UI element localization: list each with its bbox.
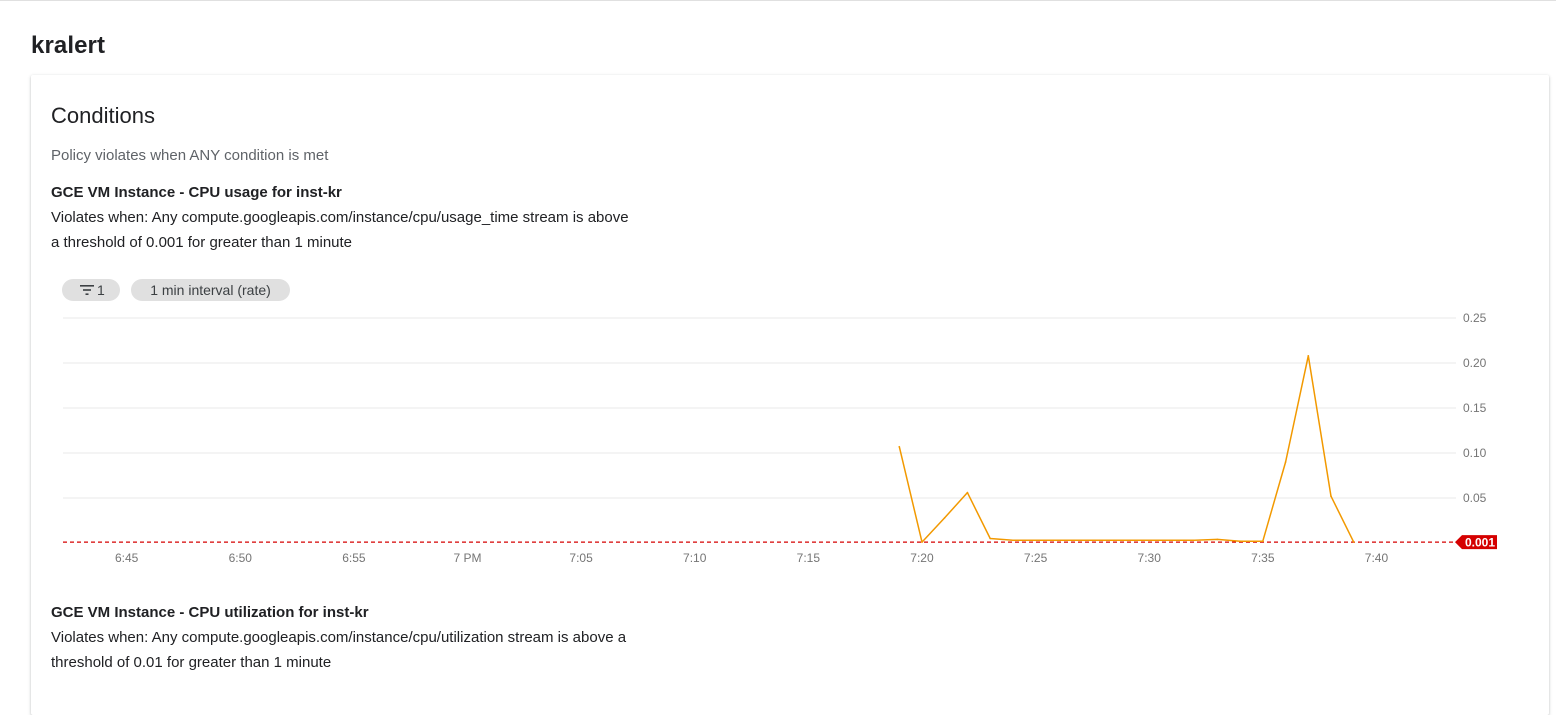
data-point: [921, 541, 923, 543]
data-point: [1284, 461, 1287, 463]
interval-chip[interactable]: 1 min interval (rate): [131, 279, 290, 301]
data-point: [966, 491, 969, 494]
data-point: [1239, 540, 1241, 542]
data-point: [1125, 539, 1128, 542]
x-tick-label: 7:05: [569, 551, 593, 565]
y-tick-label: 0.15: [1463, 401, 1487, 415]
x-tick-label: 7:25: [1024, 551, 1048, 565]
condition-description-line: a threshold of 0.001 for greater than 1 …: [51, 234, 353, 251]
filter-count: 1: [97, 282, 105, 298]
x-tick-label: 7:20: [910, 551, 934, 565]
condition-description-cpu-usage: Violates when: Any compute.googleapis.co…: [51, 205, 711, 255]
data-point: [1352, 541, 1355, 543]
x-tick-label: 6:50: [229, 551, 253, 565]
x-tick-label: 7:40: [1365, 551, 1389, 565]
page-title: kralert: [31, 32, 106, 59]
condition-name-cpu-utilization: GCE VM Instance - CPU utilization for in…: [51, 604, 369, 621]
cpu-usage-chart: 0.05 0.10 0.15 0.20 0.25 6:45 6:50 6:55 7 PM 7:05…: [63, 311, 1497, 565]
top-divider: [0, 0, 1556, 1]
filter-list-icon: [80, 285, 94, 295]
series-line-cpu-usage: [898, 355, 1355, 543]
data-point: [1193, 539, 1196, 542]
x-tick-label: 7 PM: [453, 551, 481, 565]
data-point: [1262, 540, 1264, 542]
condition-description-line: threshold of 0.01 for greater than 1 min…: [51, 654, 332, 671]
data-point: [1330, 495, 1332, 498]
x-tick-label: 6:45: [115, 551, 139, 565]
threshold-badge: [1455, 535, 1497, 550]
x-tick-label: 7:10: [683, 551, 707, 565]
x-tick-label: 7:30: [1138, 551, 1162, 565]
y-tick-label: 0.25: [1463, 311, 1487, 325]
data-point: [1102, 539, 1105, 542]
y-tick-label: 0.10: [1463, 446, 1487, 460]
data-point: [1012, 539, 1014, 542]
conditions-heading: Conditions: [51, 103, 155, 128]
data-point: [1080, 539, 1082, 542]
x-tick-label: 7:15: [797, 551, 821, 565]
condition-description-cpu-utilization: Violates when: Any compute.googleapis.co…: [51, 625, 711, 675]
condition-description-line: Violates when: Any compute.googleapis.co…: [51, 209, 629, 226]
y-tick-label: 0.05: [1463, 491, 1487, 505]
data-point: [1307, 355, 1310, 357]
data-point: [1057, 539, 1060, 542]
x-tick-label: 6:55: [342, 551, 366, 565]
data-point: [1034, 539, 1037, 542]
conditions-subtitle: Policy violates when ANY condition is me…: [51, 147, 329, 164]
data-point: [898, 445, 901, 448]
data-point: [1216, 538, 1219, 541]
data-point: [943, 517, 946, 519]
y-tick-label: 0.20: [1463, 356, 1487, 370]
condition-name-cpu-usage: GCE VM Instance - CPU usage for inst-kr: [51, 184, 342, 201]
threshold-label: 0.001: [1465, 536, 1495, 550]
data-point: [1148, 539, 1151, 542]
condition-description-line: Violates when: Any compute.googleapis.co…: [51, 629, 627, 646]
data-point: [989, 537, 991, 540]
conditions-card: Conditions Policy violates when ANY cond…: [31, 75, 1549, 715]
x-tick-label: 7:35: [1251, 551, 1275, 565]
filter-chip[interactable]: 1: [62, 279, 120, 301]
data-point: [1171, 539, 1173, 542]
